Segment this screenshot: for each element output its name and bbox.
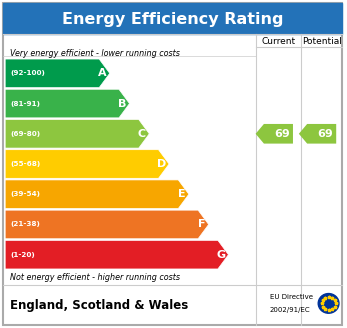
Bar bbox=[3, 3, 342, 34]
Text: 69: 69 bbox=[274, 129, 290, 139]
Polygon shape bbox=[5, 150, 169, 178]
Text: (55-68): (55-68) bbox=[10, 161, 41, 167]
Circle shape bbox=[318, 294, 339, 313]
Polygon shape bbox=[5, 119, 149, 148]
Polygon shape bbox=[5, 59, 110, 88]
Text: England, Scotland & Wales: England, Scotland & Wales bbox=[10, 298, 189, 312]
Text: (92-100): (92-100) bbox=[10, 70, 45, 76]
Text: G: G bbox=[217, 250, 226, 260]
Polygon shape bbox=[5, 180, 189, 209]
Text: E: E bbox=[178, 189, 185, 199]
Text: Energy Efficiency Rating: Energy Efficiency Rating bbox=[62, 11, 284, 27]
Text: (1-20): (1-20) bbox=[10, 252, 35, 258]
Text: Not energy efficient - higher running costs: Not energy efficient - higher running co… bbox=[10, 273, 180, 282]
Polygon shape bbox=[299, 124, 336, 144]
Text: 2002/91/EC: 2002/91/EC bbox=[270, 307, 311, 313]
Text: A: A bbox=[98, 68, 107, 78]
Text: Very energy efficient - lower running costs: Very energy efficient - lower running co… bbox=[10, 49, 180, 58]
Text: F: F bbox=[197, 219, 205, 230]
Text: C: C bbox=[138, 129, 146, 139]
Text: 69: 69 bbox=[317, 129, 333, 139]
Polygon shape bbox=[256, 124, 293, 144]
Text: D: D bbox=[157, 159, 166, 169]
Polygon shape bbox=[5, 240, 228, 269]
Text: (39-54): (39-54) bbox=[10, 191, 40, 197]
Text: B: B bbox=[118, 98, 126, 109]
Text: Current: Current bbox=[261, 37, 296, 46]
Text: EU Directive: EU Directive bbox=[270, 294, 313, 300]
FancyBboxPatch shape bbox=[3, 3, 342, 325]
Text: (21-38): (21-38) bbox=[10, 221, 40, 227]
Text: (69-80): (69-80) bbox=[10, 131, 41, 137]
Text: Potential: Potential bbox=[302, 37, 341, 46]
Polygon shape bbox=[5, 89, 129, 118]
Text: (81-91): (81-91) bbox=[10, 101, 40, 107]
Polygon shape bbox=[5, 210, 209, 239]
